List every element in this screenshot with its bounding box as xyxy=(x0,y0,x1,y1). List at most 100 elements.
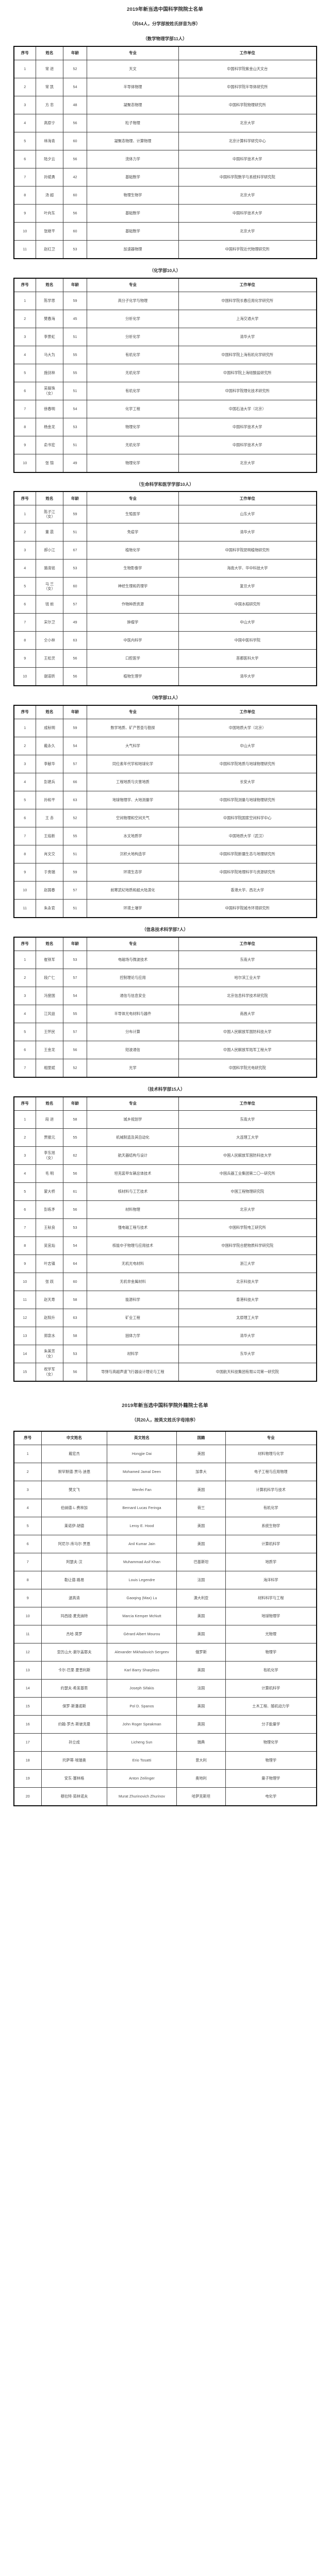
cell-age: 67 xyxy=(63,541,87,560)
cell-name: 彭建兵 xyxy=(36,773,63,791)
cell-name: 吴骊珠 （女） xyxy=(36,381,63,400)
cell-nationality: 美国 xyxy=(176,1697,226,1716)
table-row: 7 阿瑟夫·汉 Muhammad Asif Khan 巴基斯坦 地质学 xyxy=(13,1552,317,1571)
cell-organization: 中国科学院光电研究院 xyxy=(178,1058,317,1078)
cell-name: 宋尔卫 xyxy=(36,613,63,632)
cell-organization: 中国航天科技集团有限公司第一研究院 xyxy=(178,1362,317,1381)
cell-index: 7 xyxy=(13,167,36,187)
cell-organization: 香港大学、西北大学 xyxy=(178,881,317,900)
cell-major: 凝聚态物理、计算物理 xyxy=(87,131,179,150)
table-row: 18 托萨蒂·埃瑞奥 Erio Tosatti 意大利 物理学 xyxy=(13,1751,317,1770)
table-row: 4 江风益 55 半导体光电材料与器件 南昌大学 xyxy=(13,1004,317,1023)
cell-major: 植物生理学 xyxy=(87,667,179,686)
foreign-page-subtitle: （共20人，按英文姓氏字母排序） xyxy=(131,1417,199,1422)
cell-index: 4 xyxy=(13,113,36,132)
table-header-row: 序号 姓名 年龄 专业 工作单位 xyxy=(13,278,317,292)
foreign-table-gap xyxy=(0,1423,330,1431)
cell-age: 61 xyxy=(63,1182,87,1201)
academicians-table: 序号 姓名 年龄 专业 工作单位 1 段 进 58 城乡规划学 东南大学 2 贾振元 55 机械制造及其自… xyxy=(13,1096,317,1382)
column-header-cn: 中文姓名 xyxy=(41,1431,107,1445)
cell-organization: 中国人民解放军国防科技大学 xyxy=(178,1146,317,1165)
cell-index: 2 xyxy=(13,523,36,542)
cell-age: 56 xyxy=(63,649,87,668)
cell-organization: 中国科学院新疆生态与地理研究所 xyxy=(178,845,317,863)
cell-age: 56 xyxy=(63,204,87,223)
cell-age: 54 xyxy=(63,737,87,755)
cell-organization: 复旦大学 xyxy=(178,577,317,596)
cell-name: 朱永官 xyxy=(36,899,63,918)
table-row: 2 默罕默德·贾马·迪恩 Mohamed Jamal Deen 加拿大 电子工程与应用物… xyxy=(13,1462,317,1481)
table-row: 3 李东旭 （女） 62 航天器结构与设计 中国人民解放军国防科技大学 xyxy=(13,1146,317,1165)
table-row: 13 郑泉水 58 固体力学 清华大学 xyxy=(13,1326,317,1345)
column-header-name: 姓名 xyxy=(36,937,63,951)
cell-name: 冯登国 xyxy=(36,986,63,1005)
cell-major: 核材料与工艺技术 xyxy=(87,1182,179,1201)
table-row: 19 安东·塞林格 Anton Zeilinger 奥地利 量子物理学 xyxy=(13,1769,317,1788)
column-header-name: 姓名 xyxy=(36,1096,63,1111)
cell-age: 54 xyxy=(63,77,87,96)
cell-major: 半导体光电材料与器件 xyxy=(87,1004,179,1023)
cell-major: 控制理论与应用 xyxy=(87,968,179,987)
cell-name: 方 忠 xyxy=(36,95,63,114)
cell-organization: 东南大学 xyxy=(178,1110,317,1129)
cell-index: 13 xyxy=(13,1660,42,1680)
table-row: 9 叶向东 56 基础数学 中国科学技术大学 xyxy=(13,204,317,223)
cell-major: 物理化学 xyxy=(87,453,179,472)
cell-nationality: 法国 xyxy=(176,1679,226,1698)
gender-marker: （女） xyxy=(44,391,55,396)
cell-english-name: Anton Zeilinger xyxy=(107,1769,177,1788)
cell-major: 中医内科学 xyxy=(87,631,179,650)
cell-nationality: 美国 xyxy=(176,1480,226,1499)
cell-major: 地质学 xyxy=(225,1552,317,1571)
cell-organization: 香港科技大学 xyxy=(178,1290,317,1309)
cell-organization: 北京大学 xyxy=(178,1200,317,1219)
cell-index: 1 xyxy=(13,1444,42,1463)
cell-index: 5 xyxy=(13,363,36,382)
cell-major: 口腔医学 xyxy=(87,649,179,668)
cell-organization: 中国兵器工业集团第二〇一研究所 xyxy=(178,1164,317,1183)
cell-chinese-name: 穆拉特·茹林诺夫 xyxy=(41,1787,107,1806)
section-gap xyxy=(0,1382,330,1399)
cell-major: 生殖医学 xyxy=(87,505,179,524)
cell-major: 材料物理与化学 xyxy=(225,1444,317,1463)
cell-name: 段广仁 xyxy=(36,968,63,987)
academicians-table: 序号 姓名 年龄 专业 工作单位 1 陈子江 （女） 59 生殖医学 山东大学 2 董 晨 51 免疫学 清华… xyxy=(13,491,317,687)
table-row: 1 陈子江 （女） 59 生殖医学 山东大学 xyxy=(13,505,317,524)
column-header-no: 序号 xyxy=(13,46,36,60)
cell-index: 10 xyxy=(13,1272,36,1291)
cell-age: 63 xyxy=(63,631,87,650)
cell-organization: 北京大学 xyxy=(178,453,317,472)
cell-name: 彭练矛 xyxy=(36,1200,63,1219)
cell-name: 张继平 xyxy=(36,222,63,241)
cell-major: 物理学 xyxy=(225,1751,317,1770)
cell-major: 数学地质、矿产普查与勘探 xyxy=(87,719,179,737)
cell-index: 5 xyxy=(13,1022,36,1041)
table-row: 11 赵天寿 58 能源科学 香港科技大学 xyxy=(13,1290,317,1309)
cell-name: 叶志镇 xyxy=(36,1254,63,1273)
cell-organization: 中山大学 xyxy=(178,613,317,632)
cell-index: 6 xyxy=(13,1040,36,1059)
table-row: 7 孙斌勇 42 基础数学 中国科学院数学与系统科学研究院 xyxy=(13,167,317,187)
cell-organization: 山东大学 xyxy=(178,505,317,524)
cell-english-name: Leroy E. Hood xyxy=(107,1516,177,1535)
cell-major: 分析化学 xyxy=(87,327,179,346)
table-row: 8 吴宜灿 54 核能中子物理与应用技术 中国科学院合肥物质科学研究院 xyxy=(13,1236,317,1255)
cell-index: 12 xyxy=(13,1642,42,1662)
cell-index: 3 xyxy=(13,95,36,114)
cell-name: 陈子江 （女） xyxy=(36,505,63,524)
cell-organization: 海南大学、华中科技大学 xyxy=(178,559,317,578)
column-header-major: 专业 xyxy=(87,46,179,60)
cell-major: 物理生物学 xyxy=(87,185,179,205)
cell-nationality: 美国 xyxy=(176,1534,226,1553)
column-header-age: 年龄 xyxy=(63,937,87,951)
cell-chinese-name: 亚历山大·谢尔盖耶夫 xyxy=(41,1642,107,1662)
cell-age: 48 xyxy=(63,95,87,114)
academician-name: 吴骊珠 xyxy=(44,385,55,391)
cell-age: 56 xyxy=(63,113,87,132)
cell-name: 骆清铭 xyxy=(36,559,63,578)
